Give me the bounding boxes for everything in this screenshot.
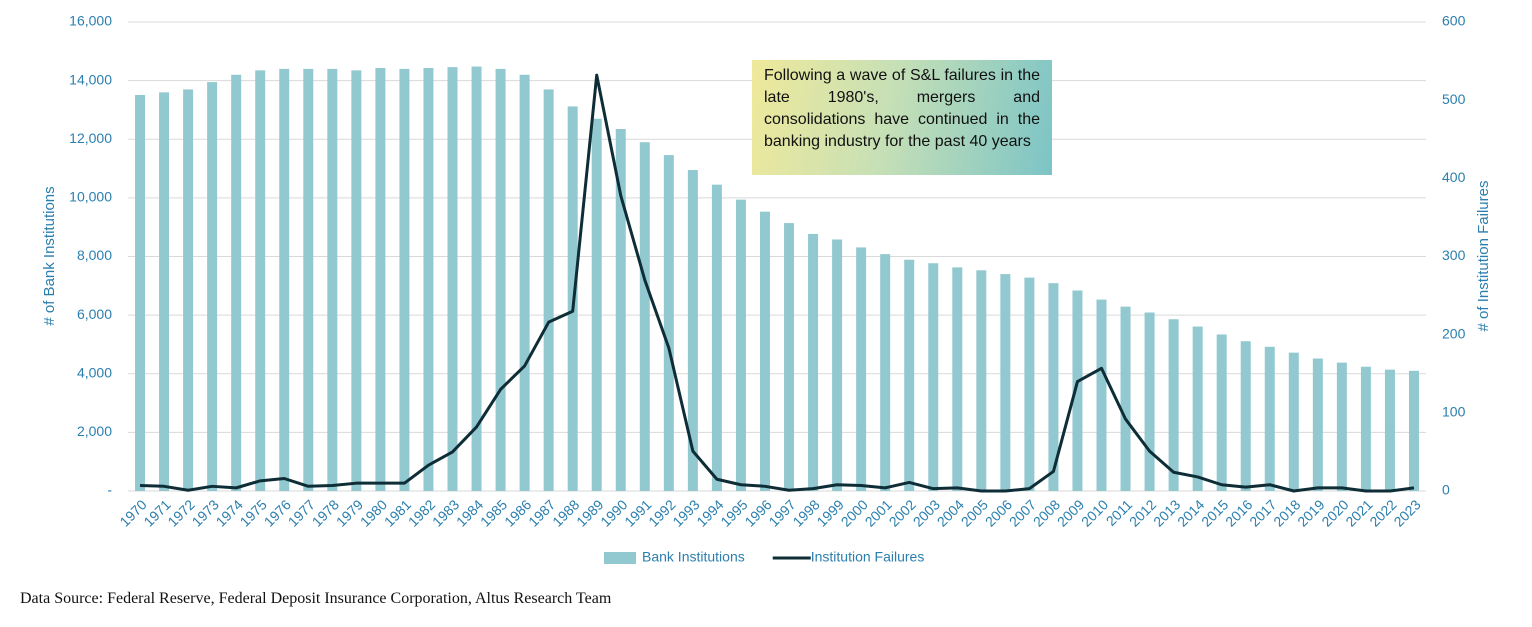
bar [1072,290,1083,491]
bar [255,70,266,491]
bar [856,247,867,491]
bar [1336,362,1347,491]
bar [1360,366,1371,491]
bar [759,211,770,492]
bar [471,66,482,492]
bar [1312,358,1323,491]
y-tick-label: 6,000 [77,306,112,322]
bar [543,89,554,491]
bar [1120,306,1131,491]
legend-label: Institution Failures [811,549,925,565]
y-tick-label: 8,000 [77,247,112,263]
bar [183,89,194,491]
y-tick-label: 14,000 [69,71,112,87]
bar [832,239,843,491]
y-tick-label: 2,000 [77,423,112,439]
y-tick-label: 16,000 [69,13,112,29]
legend-swatch [604,552,636,564]
bar [351,70,362,491]
y2-tick-label: 0 [1442,482,1450,498]
y-tick-label: 12,000 [69,130,112,146]
bar [231,74,242,491]
y2-tick-label: 300 [1442,247,1466,263]
bar [159,92,170,491]
y-tick-label: - [107,482,112,498]
x-tick-label: 2023 [1390,496,1423,529]
bar [1216,334,1227,491]
bar [904,259,915,491]
y2-tick-label: 200 [1442,325,1466,341]
y2-tick-label: 100 [1442,404,1466,420]
bar [663,155,674,492]
bar [639,142,650,491]
bar [375,68,386,491]
bar [784,223,795,492]
bar [1384,369,1395,491]
bar [423,68,434,491]
bar [1288,352,1299,491]
y-axis-title: # of Bank Institutions [41,186,58,325]
y-tick-label: 10,000 [69,189,112,205]
bar [207,82,218,491]
bar [447,67,458,492]
bar [1264,346,1275,491]
source-note: Data Source: Federal Reserve, Federal De… [20,590,612,607]
bar [952,267,963,491]
bar [279,68,290,492]
bar [1168,319,1179,491]
bar [615,128,626,491]
bar [519,74,530,491]
bar [1000,274,1011,491]
bar [976,270,987,491]
bar [711,184,722,491]
bar [1408,370,1419,491]
bar [808,233,819,491]
line [139,73,1415,493]
bar [591,118,602,491]
bar [399,68,410,492]
y2-tick-label: 600 [1442,13,1466,29]
bar [135,94,146,491]
y2-tick-label: 400 [1442,169,1466,185]
y2-tick-label: 500 [1442,91,1466,107]
annotation: Following a wave of S&L failures in the … [752,60,1052,175]
bar [303,68,314,492]
bar [928,263,939,491]
bar [1048,283,1059,491]
y-tick-label: 4,000 [77,364,112,380]
bar [1024,277,1035,491]
bar [735,199,746,492]
bar [1144,312,1155,491]
legend-label: Bank Institutions [642,549,745,565]
bar [1240,341,1251,491]
bar [1192,326,1203,491]
bar [880,254,891,491]
bar [1096,299,1107,491]
bar [495,68,506,492]
y2-axis-title: # of Institution Failures [1475,181,1492,332]
bar [327,68,338,492]
bar [687,170,698,491]
